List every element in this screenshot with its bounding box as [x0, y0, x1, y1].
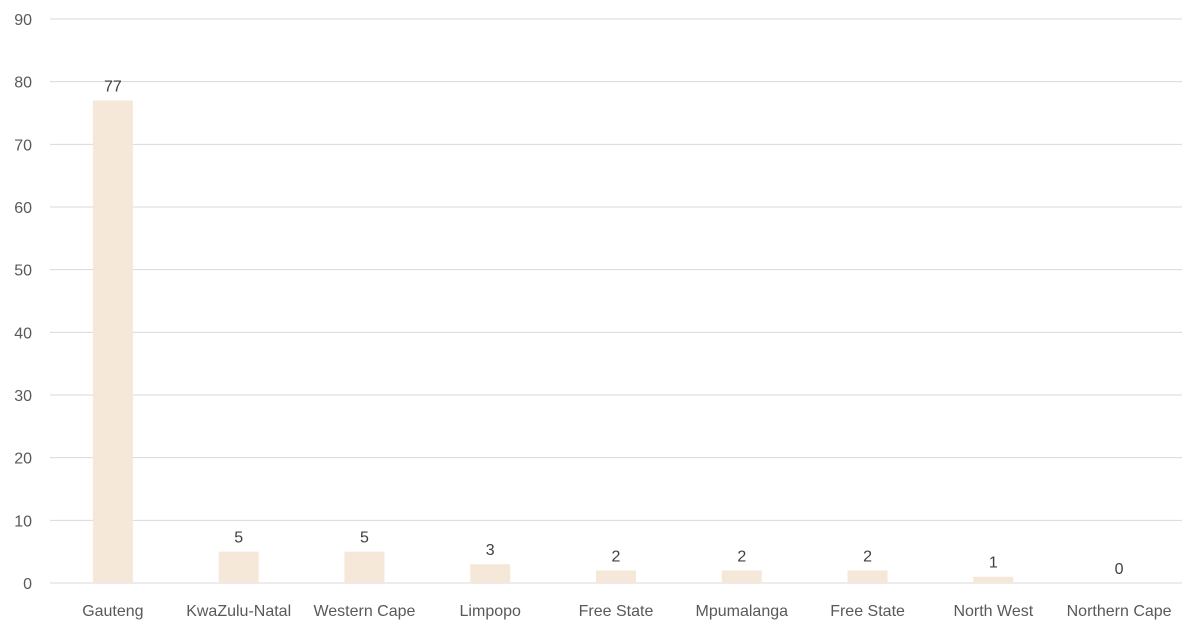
- bar: [218, 551, 259, 583]
- bar: [847, 570, 888, 583]
- x-tick-label: Free State: [579, 603, 654, 620]
- x-tick-label: Gauteng: [82, 603, 143, 620]
- data-label: 2: [863, 548, 872, 565]
- data-label: 1: [989, 555, 998, 572]
- x-tick-label: Limpopo: [460, 603, 521, 620]
- bar: [973, 576, 1014, 583]
- x-tick-label: Mpumalanga: [696, 603, 789, 620]
- y-tick-label: 30: [14, 388, 32, 405]
- data-label: 5: [360, 530, 369, 547]
- x-tick-label: Free State: [830, 603, 905, 620]
- y-tick-label: 20: [14, 451, 32, 468]
- x-tick-label: North West: [953, 603, 1033, 620]
- data-label: 0: [1115, 561, 1124, 578]
- data-label: 77: [104, 78, 122, 95]
- x-tick-label: Western Cape: [313, 603, 415, 620]
- y-tick-label: 40: [14, 325, 32, 342]
- data-label: 2: [737, 548, 746, 565]
- data-label: 3: [486, 542, 495, 559]
- bar: [596, 570, 636, 583]
- bars: [92, 100, 1014, 583]
- bar: [721, 570, 762, 583]
- bar: [344, 551, 385, 583]
- y-tick-label: 70: [14, 137, 32, 154]
- bar: [470, 564, 511, 583]
- gridlines: [50, 18, 1182, 584]
- data-label: 5: [234, 530, 243, 547]
- x-axis-labels: Gauteng KwaZulu-Natal Western Cape Limpopo F…: [82, 603, 1171, 620]
- bar: [92, 100, 133, 583]
- y-tick-label: 60: [14, 200, 32, 217]
- x-tick-label: Northern Cape: [1067, 603, 1172, 620]
- y-tick-label: 0: [23, 576, 32, 593]
- y-tick-label: 10: [14, 513, 32, 530]
- y-tick-label: 80: [14, 75, 32, 92]
- data-label: 2: [612, 548, 621, 565]
- data-labels: 77 5 5 3 2 2 2 1 0: [104, 78, 1124, 578]
- y-tick-label: 90: [14, 12, 32, 29]
- x-tick-label: KwaZulu-Natal: [186, 603, 291, 620]
- y-tick-label: 50: [14, 263, 32, 280]
- y-axis-ticks: 0 10 20 30 40 50 60 70 80 90: [14, 12, 32, 593]
